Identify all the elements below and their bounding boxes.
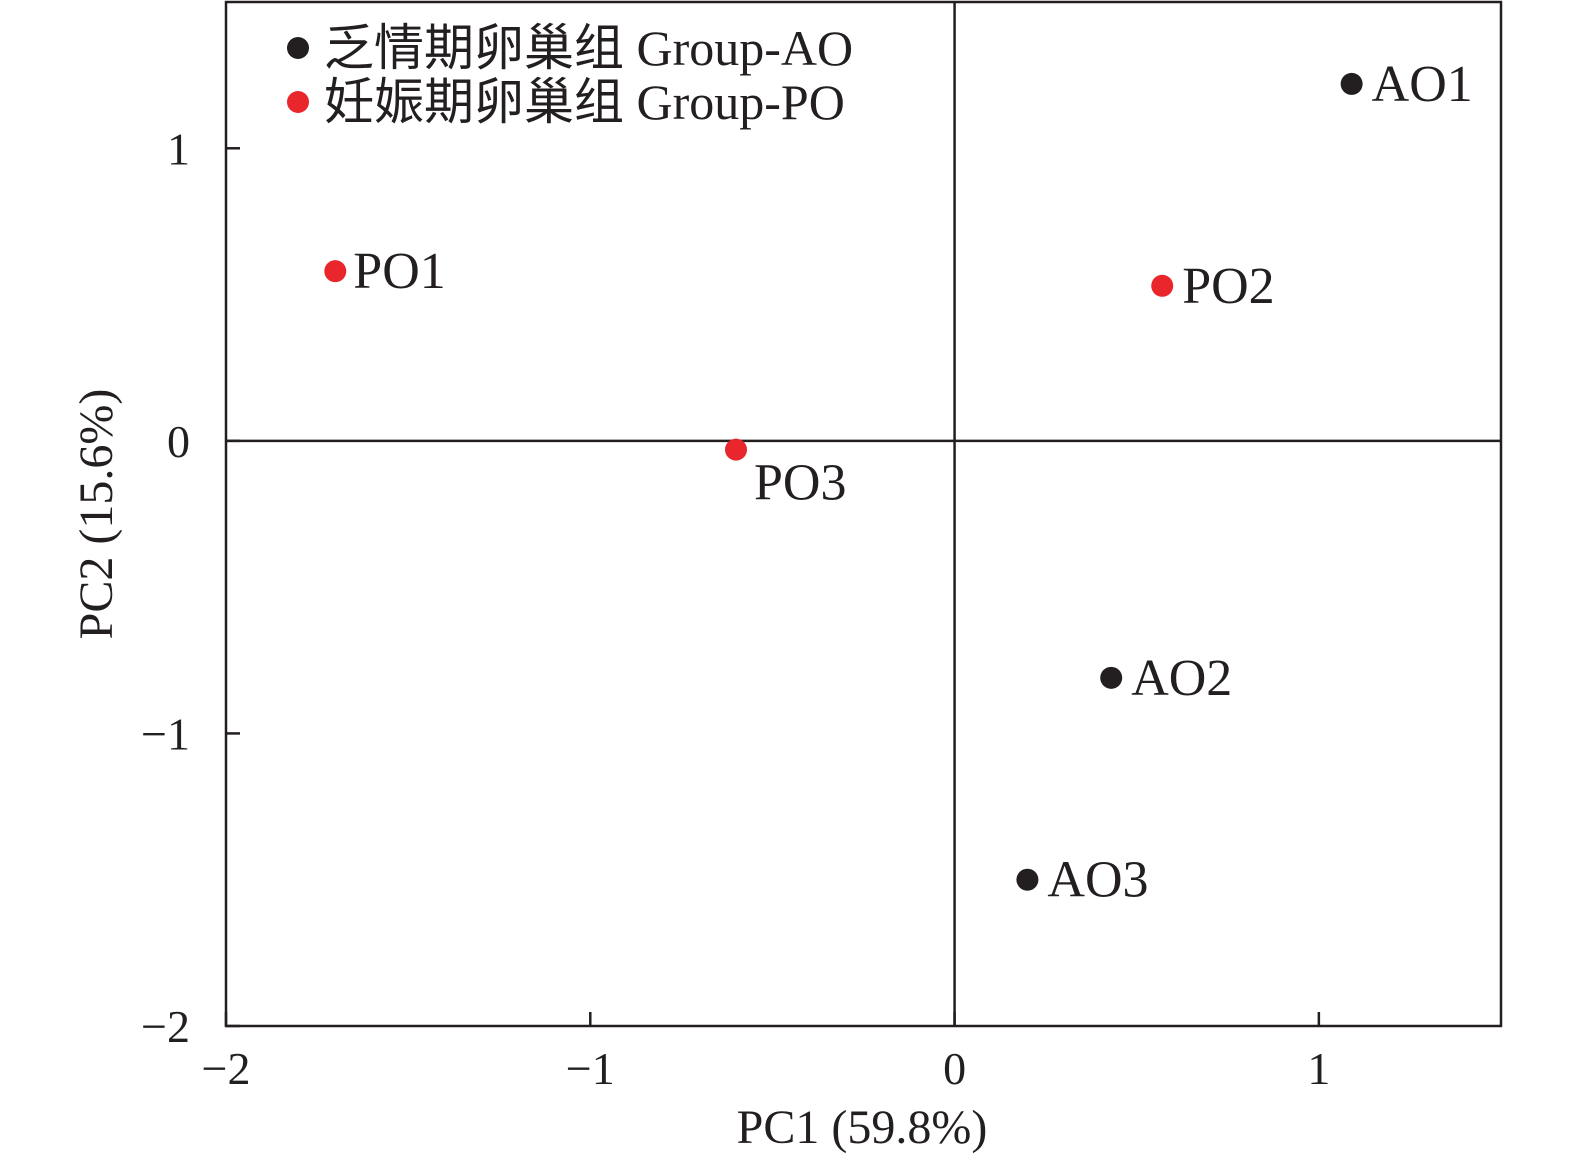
point-label-ao2: AO2 bbox=[1131, 650, 1232, 707]
reference-lines bbox=[226, 2, 1501, 1026]
x-axis-title: PC1 (59.8%) bbox=[737, 1101, 988, 1154]
y-tick-label: 1 bbox=[167, 123, 190, 174]
legend-marker-1 bbox=[287, 91, 309, 113]
point-label-ao3: AO3 bbox=[1047, 852, 1148, 909]
x-tick-label: 0 bbox=[943, 1043, 966, 1094]
x-tick-label: −1 bbox=[566, 1043, 615, 1094]
point-ao1 bbox=[1340, 72, 1363, 95]
x-tick-label: −2 bbox=[202, 1043, 251, 1094]
y-tick-label: −1 bbox=[141, 708, 190, 759]
y-tick-label: 0 bbox=[167, 416, 190, 467]
legend-label-1: 妊娠期卵巢组 Group-PO bbox=[324, 74, 845, 130]
x-tick-label: 1 bbox=[1307, 1043, 1330, 1094]
x-axis-ticks: −2 −1 0 1 bbox=[202, 1012, 1330, 1094]
point-ao3 bbox=[1016, 868, 1039, 891]
y-axis-title: PC2 (15.6%) bbox=[70, 389, 123, 640]
legend-label-0: 乏情期卵巢组 Group-AO bbox=[324, 20, 853, 76]
plot-frame bbox=[224, 0, 1503, 1028]
point-label-ao1: AO1 bbox=[1372, 56, 1473, 113]
point-label-po1: PO1 bbox=[353, 243, 445, 300]
legend-marker-0 bbox=[287, 37, 309, 59]
point-po1 bbox=[324, 260, 347, 283]
point-label-po2: PO2 bbox=[1182, 258, 1274, 315]
y-tick-label: −2 bbox=[141, 1001, 190, 1052]
data-points: AO1 AO2 AO3 PO1 PO2 PO3 bbox=[324, 56, 1473, 909]
point-ao2 bbox=[1100, 666, 1123, 689]
point-po3 bbox=[725, 438, 747, 461]
point-po2 bbox=[1151, 274, 1174, 297]
point-label-po3: PO3 bbox=[754, 455, 846, 512]
y-axis-ticks: −2 −1 0 1 bbox=[141, 123, 240, 1052]
